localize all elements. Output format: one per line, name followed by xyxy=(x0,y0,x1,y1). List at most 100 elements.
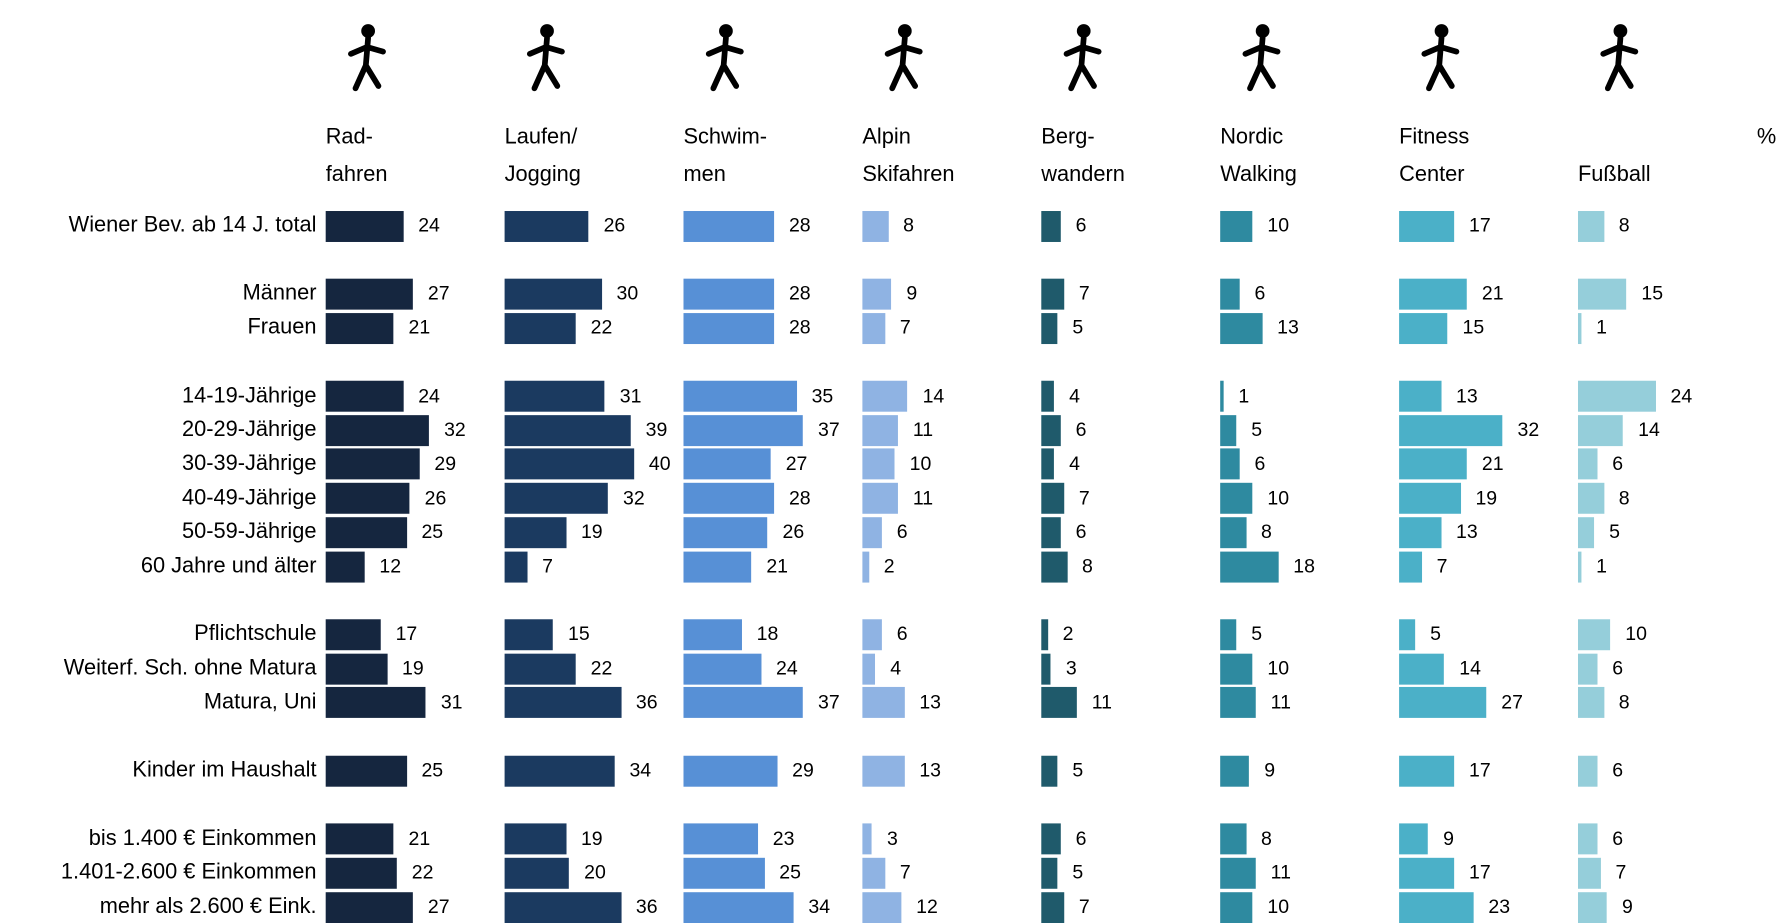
value-label: 15 xyxy=(1462,316,1485,339)
value-label: 17 xyxy=(1468,861,1491,884)
value-label: 21 xyxy=(1481,452,1504,475)
bar xyxy=(325,687,426,719)
bar xyxy=(1220,755,1250,787)
value-label: 7 xyxy=(899,861,911,884)
value-label: 2 xyxy=(1062,623,1074,645)
value-label: 5 xyxy=(1072,759,1084,782)
bar xyxy=(683,448,771,480)
value-label: 11 xyxy=(1091,691,1113,714)
value-label: 14 xyxy=(1638,418,1660,441)
bar xyxy=(1220,414,1237,446)
bar xyxy=(504,619,554,651)
bar xyxy=(325,278,413,310)
bar xyxy=(1577,891,1608,923)
bar xyxy=(683,516,768,548)
bar xyxy=(1041,551,1068,583)
bar xyxy=(862,891,902,923)
bar xyxy=(325,857,397,889)
value-label: 32 xyxy=(622,486,645,509)
bar xyxy=(862,687,905,719)
value-label: 8 xyxy=(1082,555,1093,577)
row-label: mehr als 2.600 € Eink. xyxy=(99,894,317,919)
bar xyxy=(1041,619,1048,651)
series-label: Laufen/ Jogging xyxy=(504,125,581,187)
value-label: 10 xyxy=(1267,214,1290,237)
bar xyxy=(1220,619,1237,651)
bar xyxy=(325,516,407,548)
value-label: 7 xyxy=(1436,555,1448,577)
value-label: 36 xyxy=(635,691,658,714)
sport-icon xyxy=(1421,24,1460,92)
value-label: 8 xyxy=(903,214,915,237)
value-label: 23 xyxy=(772,827,795,850)
value-label: 21 xyxy=(1481,282,1504,305)
row-label: 14-19-Jährige xyxy=(182,383,317,408)
bar xyxy=(1399,823,1429,855)
value-label: 20 xyxy=(584,861,606,884)
value-label: 32 xyxy=(444,418,466,441)
bar xyxy=(1399,891,1474,923)
bar xyxy=(683,653,762,685)
bar xyxy=(862,414,898,446)
bar xyxy=(1577,414,1624,446)
value-label: 5 xyxy=(1251,623,1263,645)
value-label: 10 xyxy=(1267,657,1290,680)
row-label: 30-39-Jährige xyxy=(182,451,317,476)
value-label: 22 xyxy=(411,861,434,884)
bar xyxy=(504,516,567,548)
bar xyxy=(862,619,882,651)
value-label: 18 xyxy=(756,623,779,645)
value-label: 4 xyxy=(1069,452,1080,475)
value-label: 19 xyxy=(402,657,424,680)
bar xyxy=(1399,482,1461,514)
series-label: Alpin Skifahren xyxy=(862,125,955,187)
value-label: 27 xyxy=(427,282,450,305)
bar xyxy=(325,755,407,787)
value-label: 6 xyxy=(896,520,908,543)
value-label: 7 xyxy=(1615,861,1627,884)
value-label: 4 xyxy=(890,657,902,680)
value-label: 6 xyxy=(1254,452,1266,475)
value-label: 22 xyxy=(590,657,613,680)
bar xyxy=(325,891,413,923)
bar xyxy=(862,551,869,583)
value-label: 24 xyxy=(418,214,440,237)
bar xyxy=(1577,653,1598,685)
value-label: 25 xyxy=(421,759,444,782)
sport-icon xyxy=(1242,24,1281,92)
bar xyxy=(683,891,794,923)
value-label: 32 xyxy=(1517,418,1540,441)
value-label: 34 xyxy=(808,895,831,918)
bar xyxy=(325,551,365,583)
bar xyxy=(1577,687,1604,719)
bar xyxy=(1399,312,1448,344)
value-label: 27 xyxy=(785,452,808,475)
value-label: 27 xyxy=(1501,691,1524,714)
row-label: Frauen xyxy=(247,315,317,340)
bar xyxy=(683,619,742,651)
value-label: 10 xyxy=(1267,486,1290,509)
sport-icon xyxy=(1063,24,1102,92)
bar xyxy=(1220,210,1253,242)
bar xyxy=(325,653,388,685)
bar xyxy=(862,857,886,889)
bar xyxy=(862,448,895,480)
bar xyxy=(1577,210,1604,242)
bar xyxy=(504,687,622,719)
value-label: 26 xyxy=(782,520,805,543)
value-label: 6 xyxy=(1075,520,1087,543)
bar xyxy=(504,482,609,514)
bar xyxy=(1577,551,1582,583)
value-label: 6 xyxy=(1075,214,1087,237)
bar xyxy=(862,380,908,412)
value-label: 6 xyxy=(1254,282,1266,305)
value-label: 17 xyxy=(1468,759,1491,782)
bar xyxy=(504,448,634,480)
bar xyxy=(1220,448,1240,480)
value-label: 18 xyxy=(1293,555,1316,577)
row-label: 60 Jahre und älter xyxy=(140,553,317,578)
value-label: 35 xyxy=(811,384,834,407)
row-label: bis 1.400 € Einkommen xyxy=(88,826,317,851)
value-label: 40 xyxy=(648,452,671,475)
